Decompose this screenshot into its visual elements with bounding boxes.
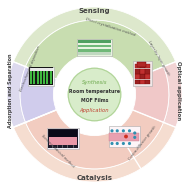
Circle shape — [116, 129, 119, 132]
Bar — [140, 80, 145, 84]
Circle shape — [122, 129, 125, 132]
Circle shape — [110, 129, 114, 132]
Bar — [135, 80, 139, 84]
FancyBboxPatch shape — [108, 126, 140, 147]
Circle shape — [128, 129, 131, 132]
Bar — [29, 67, 53, 85]
Bar — [33, 70, 35, 84]
Bar — [78, 40, 111, 43]
Wedge shape — [7, 62, 26, 127]
Wedge shape — [13, 122, 176, 182]
Wedge shape — [116, 67, 169, 158]
FancyBboxPatch shape — [47, 128, 79, 149]
Wedge shape — [26, 20, 163, 79]
Circle shape — [124, 135, 128, 138]
Circle shape — [116, 142, 119, 145]
Text: Sensing: Sensing — [79, 8, 110, 14]
Bar — [109, 133, 139, 141]
Text: MOF Films: MOF Films — [81, 98, 108, 103]
Bar — [30, 68, 53, 71]
FancyBboxPatch shape — [77, 39, 112, 56]
Circle shape — [122, 142, 125, 145]
Wedge shape — [26, 110, 163, 169]
FancyBboxPatch shape — [137, 62, 146, 67]
Text: Application: Application — [80, 108, 109, 113]
Text: Optical application: Optical application — [176, 61, 181, 121]
Wedge shape — [20, 67, 56, 122]
Text: Electrochemical deposition: Electrochemical deposition — [20, 45, 42, 92]
Text: Sonomechanical method: Sonomechanical method — [40, 134, 75, 169]
Bar — [43, 70, 45, 84]
Bar — [145, 80, 150, 84]
Text: Room temperature: Room temperature — [69, 89, 120, 94]
Bar — [145, 64, 150, 68]
Circle shape — [68, 68, 121, 121]
Bar — [140, 74, 145, 79]
Bar — [135, 74, 139, 79]
Bar — [37, 70, 39, 84]
Bar — [145, 69, 150, 74]
Wedge shape — [134, 62, 182, 169]
Bar — [140, 69, 145, 74]
Circle shape — [110, 142, 114, 145]
Bar — [30, 70, 32, 84]
Bar — [46, 70, 48, 84]
Wedge shape — [13, 7, 176, 67]
Bar — [140, 64, 145, 68]
Bar — [78, 45, 111, 47]
Circle shape — [133, 136, 136, 139]
Circle shape — [133, 131, 136, 135]
Text: Layer-by-layer growth: Layer-by-layer growth — [147, 40, 170, 76]
Bar — [40, 70, 42, 84]
Bar — [49, 136, 77, 145]
Circle shape — [128, 142, 131, 145]
Text: Adsorption and Separation: Adsorption and Separation — [8, 54, 13, 128]
Bar — [135, 69, 139, 74]
Circle shape — [3, 3, 186, 186]
FancyBboxPatch shape — [133, 61, 152, 86]
Bar — [50, 70, 52, 84]
Bar — [78, 49, 111, 52]
Text: Catalysis: Catalysis — [77, 175, 112, 181]
Bar — [48, 129, 78, 148]
Bar — [145, 74, 150, 79]
Text: Synthesis: Synthesis — [82, 80, 107, 85]
Bar — [135, 64, 139, 68]
Text: Contra-diffusion growth: Contra-diffusion growth — [128, 125, 157, 161]
Text: Direct crystallization method: Direct crystallization method — [85, 17, 136, 37]
Bar — [49, 130, 77, 136]
Bar — [78, 52, 111, 55]
FancyBboxPatch shape — [28, 67, 54, 86]
